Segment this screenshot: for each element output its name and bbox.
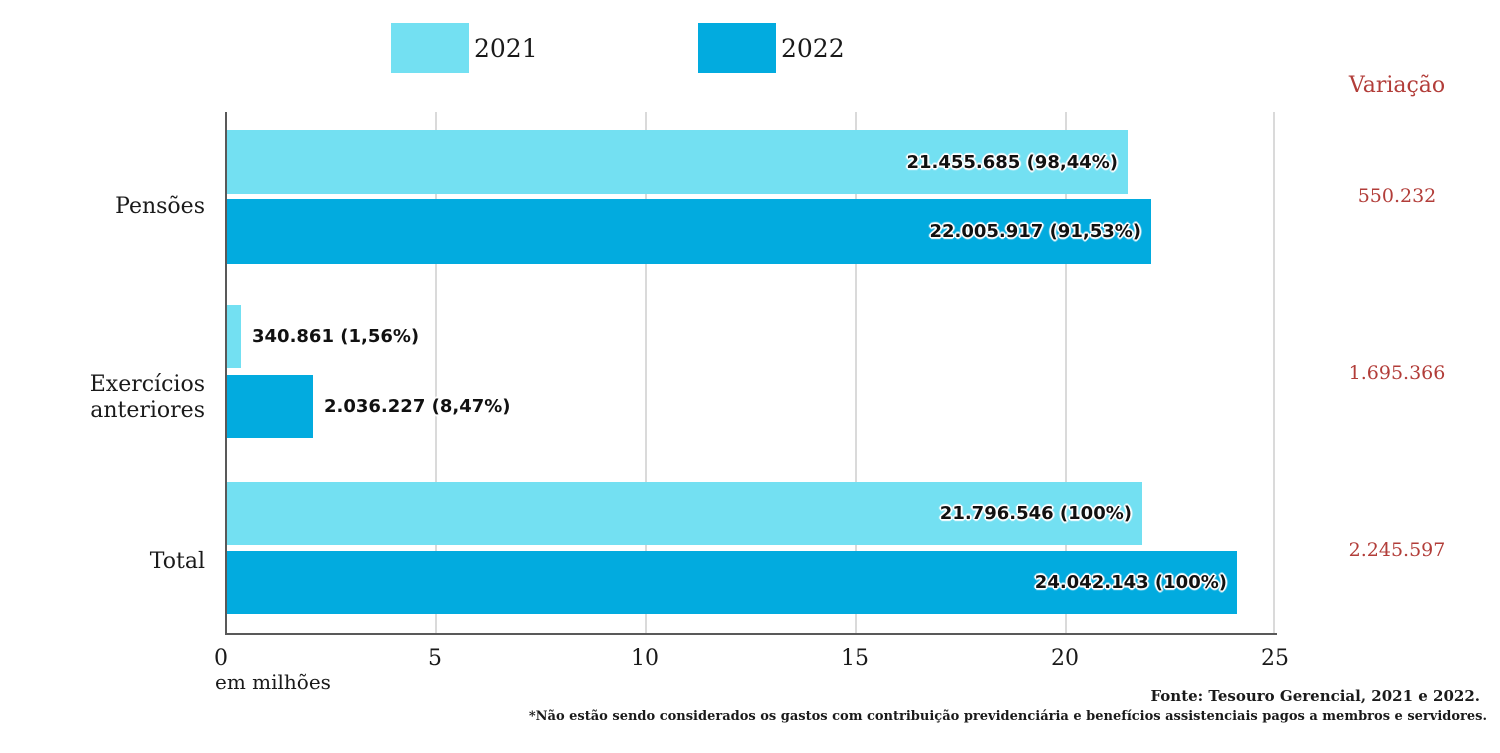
category-label-exercicios: Exercícios anteriores [89, 372, 205, 423]
x-tick-25: 25 [1261, 646, 1289, 671]
legend-item-2021: 2021 [391, 23, 538, 73]
bar-pensoes-2022: 22.005.917 (91,53%) [227, 199, 1151, 264]
variation-value-exercicios: 1.695.366 [1348, 362, 1446, 384]
plot-area: 21.455.685 (98,44%) 22.005.917 (91,53%) … [225, 112, 1277, 635]
bar-label-total-2022: 24.042.143 (100%) [1034, 572, 1227, 593]
bar-label-pensoes-2021: 21.455.685 (98,44%) [906, 151, 1118, 173]
bar-pensoes-2021: 21.455.685 (98,44%) [227, 130, 1128, 194]
gridline-25 [1273, 112, 1275, 633]
bar-label-exercicios-2022: 2.036.227 (8,47%) [324, 396, 511, 417]
x-axis-unit-label: em milhões [215, 670, 331, 694]
legend-label-2022: 2022 [781, 33, 845, 63]
legend-swatch-2022 [698, 23, 776, 73]
variation-value-pensoes: 550.232 [1357, 185, 1437, 207]
category-label-pensoes: Pensões [115, 194, 205, 219]
gridline-10 [645, 112, 647, 633]
x-tick-5: 5 [428, 646, 442, 671]
bar-label-total-2021: 21.796.546 (100%) [939, 503, 1132, 524]
gridline-20 [1065, 112, 1067, 633]
x-tick-10: 10 [631, 646, 659, 671]
variation-column-title: Variação [1348, 73, 1446, 98]
legend-label-2021: 2021 [474, 33, 538, 63]
bar-exercicios-2022: 2.036.227 (8,47%) [227, 375, 511, 438]
bar-total-2021: 21.796.546 (100%) [227, 482, 1142, 545]
bar-label-pensoes-2022: 22.005.917 (91,53%) [929, 221, 1141, 242]
legend-swatch-2021 [391, 23, 469, 73]
variation-value-total: 2.245.597 [1348, 539, 1446, 561]
bar-label-exercicios-2021: 340.861 (1,56%) [252, 326, 420, 347]
gridline-15 [855, 112, 857, 633]
category-label-total: Total [149, 549, 205, 574]
legend-item-2022: 2022 [698, 23, 845, 73]
x-tick-20: 20 [1051, 646, 1079, 671]
x-tick-0: 0 [214, 646, 228, 671]
bar-exercicios-2021: 340.861 (1,56%) [227, 305, 419, 368]
bar-total-2022: 24.042.143 (100%) [227, 551, 1237, 614]
gridline-5 [435, 112, 437, 633]
x-tick-15: 15 [841, 646, 869, 671]
footer-note: *Não estão sendo considerados os gastos … [528, 709, 1487, 724]
footer-source: Fonte: Tesouro Gerencial, 2021 e 2022. [1150, 687, 1480, 705]
